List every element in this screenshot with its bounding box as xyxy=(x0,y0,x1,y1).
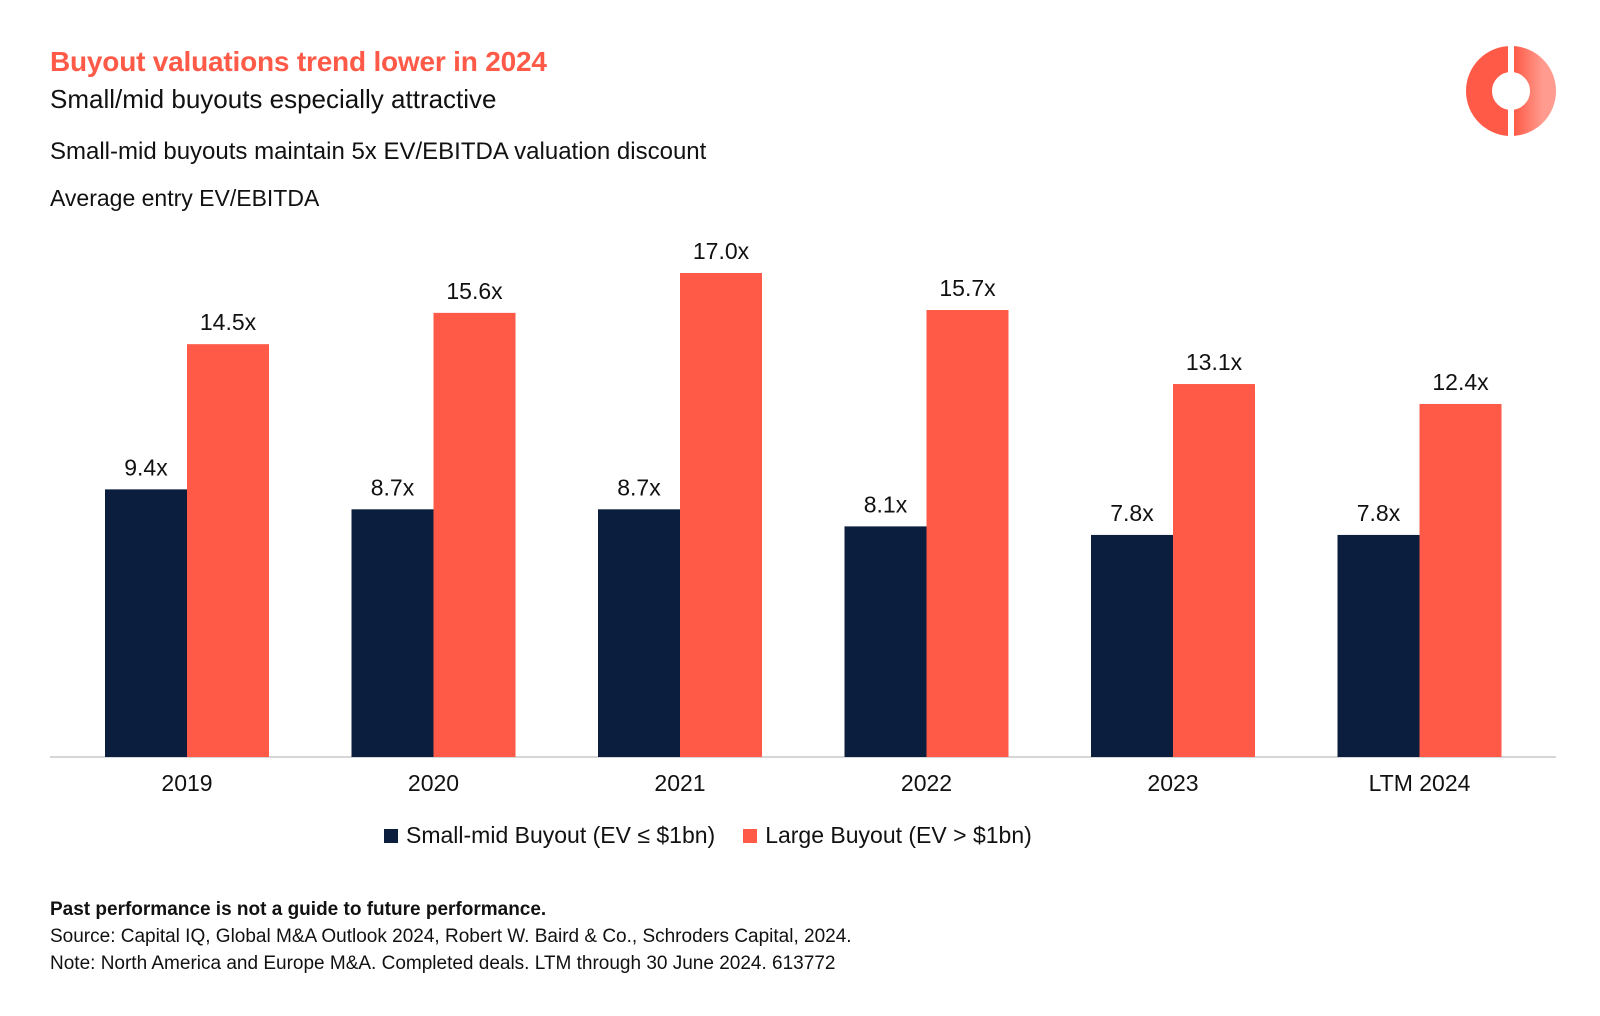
data-label-large-3: 15.7x xyxy=(939,275,996,301)
bar-chart: 9.4x 14.5x 2019 8.7x 15.6x 2020 8.7x 17.0x 2021 8… xyxy=(50,238,1556,796)
data-label-large-0: 14.5x xyxy=(200,309,257,335)
bar-large-3 xyxy=(926,310,1009,757)
data-label-large-4: 13.1x xyxy=(1186,349,1243,375)
bar-small-mid-1 xyxy=(351,509,434,757)
data-label-small-mid-1: 8.7x xyxy=(371,474,415,500)
x-tick-label: 2021 xyxy=(654,770,705,796)
x-tick-label: LTM 2024 xyxy=(1369,770,1471,796)
bar-large-5 xyxy=(1419,403,1502,757)
data-label-small-mid-0: 9.4x xyxy=(124,454,168,480)
page-subheadline: Small/mid buyouts especially attractive xyxy=(50,84,497,114)
page-headline: Buyout valuations trend lower in 2024 xyxy=(50,46,547,77)
bar-small-mid-0 xyxy=(105,489,187,757)
data-label-small-mid-3: 8.1x xyxy=(864,491,908,517)
bar-large-4 xyxy=(1173,384,1255,757)
bar-large-1 xyxy=(433,312,516,757)
data-label-small-mid-5: 7.8x xyxy=(1357,500,1401,526)
data-label-small-mid-4: 7.8x xyxy=(1110,500,1154,526)
bar-large-0 xyxy=(187,344,269,757)
x-tick-label: 2022 xyxy=(901,770,952,796)
legend-item-large: Large Buyout (EV > $1bn) xyxy=(743,822,1032,849)
footer: Past performance is not a guide to futur… xyxy=(50,896,852,977)
data-label-large-2: 17.0x xyxy=(693,238,750,264)
x-tick-label: 2020 xyxy=(408,770,459,796)
bar-small-mid-5 xyxy=(1337,534,1420,757)
data-label-large-5: 12.4x xyxy=(1432,369,1489,395)
bar-small-mid-3 xyxy=(844,526,927,757)
legend-swatch-small-mid xyxy=(384,828,398,843)
footer-note: Note: North America and Europe M&A. Comp… xyxy=(50,953,836,974)
chart-title: Small-mid buyouts maintain 5x EV/EBITDA … xyxy=(50,138,707,165)
legend-label-large: Large Buyout (EV > $1bn) xyxy=(765,822,1032,848)
chart-legend: Small-mid Buyout (EV ≤ $1bn) Large Buyou… xyxy=(384,822,1060,849)
bar-large-2 xyxy=(680,273,762,757)
data-label-small-mid-2: 8.7x xyxy=(617,474,661,500)
legend-item-small-mid: Small-mid Buyout (EV ≤ $1bn) xyxy=(384,822,715,849)
legend-swatch-large xyxy=(743,828,758,843)
data-label-large-1: 15.6x xyxy=(446,278,503,304)
footer-source: Source: Capital IQ, Global M&A Outlook 2… xyxy=(50,926,852,947)
bar-small-mid-2 xyxy=(598,509,680,757)
chart-y-axis-label: Average entry EV/EBITDA xyxy=(50,185,320,211)
legend-label-small-mid: Small-mid Buyout (EV ≤ $1bn) xyxy=(406,822,716,848)
x-tick-label: 2023 xyxy=(1147,770,1198,796)
ring-logo-icon xyxy=(1466,46,1556,136)
footer-disclaimer: Past performance is not a guide to futur… xyxy=(50,899,547,920)
x-tick-label: 2019 xyxy=(161,770,212,796)
bar-small-mid-4 xyxy=(1091,534,1173,757)
